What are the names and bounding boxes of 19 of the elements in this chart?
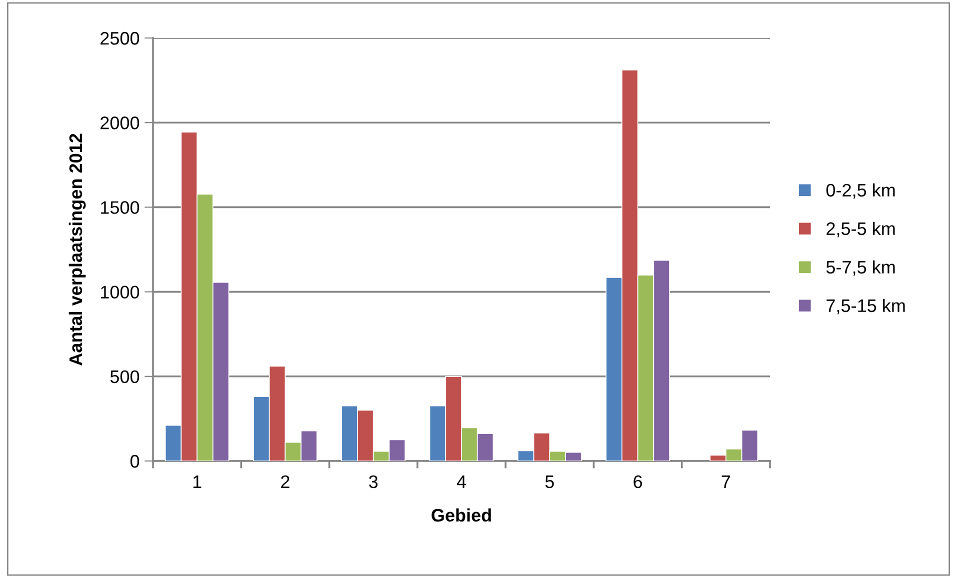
x-tick-label: 1 — [193, 476, 202, 488]
y-axis-title: Aantal verplaatsingen 2012 — [68, 134, 86, 366]
x-tick-label: 6 — [634, 475, 642, 488]
y-tick-label: 0 — [130, 454, 140, 468]
x-tick-label: 3 — [369, 475, 378, 488]
y-tick-label: 2500 — [100, 32, 140, 45]
x-tick-label: 4 — [456, 476, 466, 488]
legend-label: 5-7,5 km — [826, 260, 895, 276]
y-tick-label: 2000 — [100, 116, 140, 130]
x-tick-label: 2 — [281, 475, 290, 488]
x-tick-label: 7 — [722, 476, 730, 488]
x-tick-label: 5 — [545, 476, 554, 488]
y-tick-label: 1000 — [101, 286, 140, 299]
y-tick-label: 1500 — [101, 201, 140, 214]
legend-label: 2,5-5 km — [826, 222, 895, 238]
legend-label: 0-2,5 km — [826, 183, 895, 199]
legend-label: 7,5-15 km — [826, 298, 905, 314]
x-axis-title: Gebied — [432, 508, 491, 522]
y-tick-label: 500 — [110, 370, 140, 384]
